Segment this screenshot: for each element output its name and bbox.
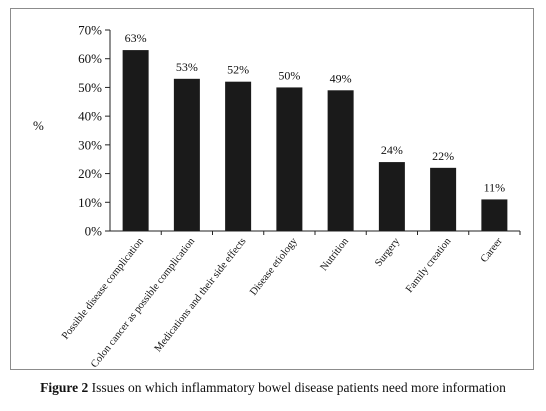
- caption-label: Figure 2: [40, 380, 89, 395]
- bar: [378, 162, 405, 231]
- x-tick-label: Possible disease complication: [60, 235, 146, 341]
- y-axis-ticks: 0% 10% 20% 30% 40% 50% 60% 70%: [78, 23, 110, 239]
- value-label: 63%: [125, 31, 147, 45]
- x-tick-label: Nutrition: [319, 235, 352, 273]
- chart-axes: [109, 30, 521, 235]
- x-tick-label: Colon cancer as possible complication: [89, 235, 198, 370]
- x-tick-label: Family creation: [404, 235, 454, 295]
- value-label: 50%: [278, 68, 300, 82]
- bar: [481, 199, 508, 231]
- y-tick-label: 20%: [78, 166, 102, 181]
- value-label: 49%: [330, 71, 352, 85]
- bar: [327, 90, 354, 231]
- value-labels: 63% 53% 52% 50% 49% 24% 22% 11%: [125, 31, 506, 194]
- chart-bars: [122, 50, 508, 231]
- bar: [225, 81, 252, 231]
- value-label: 22%: [432, 149, 454, 163]
- y-tick-label: 60%: [78, 51, 102, 66]
- caption-text: Issues on which inflammatory bowel disea…: [91, 380, 506, 395]
- bar-chart: 0% 10% 20% 30% 40% 50% 60% 70% 63% 53% 52% 50% 49% 2…: [60, 23, 521, 370]
- y-tick-label: 0%: [85, 224, 103, 239]
- y-tick-label: 30%: [78, 137, 102, 152]
- bar: [276, 87, 303, 231]
- value-label: 52%: [227, 63, 249, 77]
- figure-caption: Figure 2 Issues on which inflammatory bo…: [0, 380, 546, 396]
- value-label: 11%: [484, 180, 506, 194]
- x-tick-label: Disease etiology: [248, 235, 300, 297]
- y-tick-label: 40%: [78, 109, 102, 124]
- bar: [173, 78, 200, 231]
- y-axis-label: %: [33, 118, 44, 133]
- y-tick-label: 70%: [78, 23, 102, 38]
- x-tick-label: Surgery: [373, 235, 402, 268]
- x-tick-label: Medications and their side effects: [153, 236, 249, 354]
- x-tick-label: Career: [479, 236, 505, 265]
- value-label: 53%: [176, 60, 198, 74]
- y-tick-label: 10%: [78, 195, 102, 210]
- bar: [430, 167, 457, 231]
- y-tick-label: 50%: [78, 80, 102, 95]
- value-label: 24%: [381, 143, 403, 157]
- bar: [122, 50, 149, 231]
